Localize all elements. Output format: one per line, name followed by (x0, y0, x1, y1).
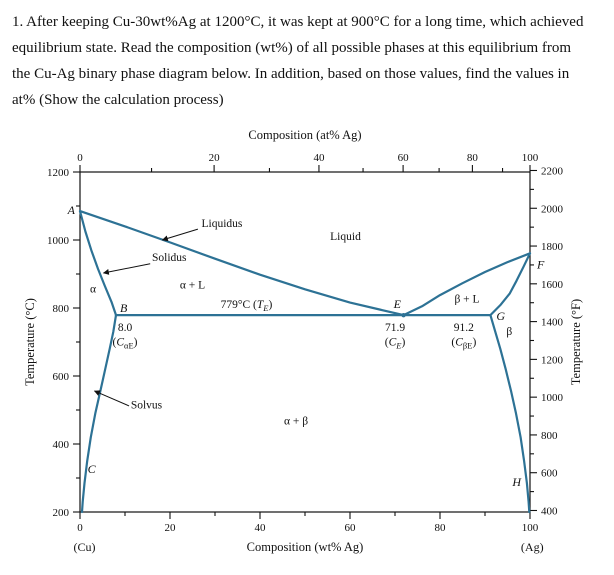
annotation-liquid-region-label: Liquid (330, 231, 361, 243)
curve-solvus-left (80, 314, 118, 514)
bottom-tick-label: 40 (255, 522, 267, 534)
problem-line-4: at% (Show the calculation process) (12, 92, 224, 108)
top-tick-label: 80 (467, 152, 479, 164)
point-label-G: G (496, 309, 505, 323)
right-tick-label: 1200 (541, 354, 564, 366)
top-axis-title: Composition (at% Ag) (248, 128, 361, 142)
annotation-solidus-label: Solidus (152, 252, 187, 264)
top-tick-label: 100 (522, 152, 539, 164)
curve-solvus-right (489, 314, 531, 514)
annotation-eutectic-composition-symbol-part: ) (401, 336, 405, 348)
top-tick-label: 60 (398, 152, 410, 164)
top-tick-label: 20 (209, 152, 221, 164)
annotation-alpha-composition-symbol: (CαE) (112, 336, 137, 350)
left-tick-label: 1200 (47, 167, 70, 179)
bottom-tick-label: 0 (77, 522, 83, 534)
annotation-eutectic-temperature-label-part: 779°C ( (221, 299, 257, 311)
right-tick-label: 1000 (541, 392, 564, 404)
eutectic-point-dot (401, 312, 406, 318)
annotation-alpha-composition-symbol-part: αE (124, 340, 134, 350)
annotation-alpha-plus-liquid-region-label: α + L (180, 279, 205, 291)
annotation-alpha-region-label: α (90, 284, 96, 296)
curve-solidus-left (78, 210, 118, 317)
annotation-beta-composition-value: 91.2 (454, 322, 474, 334)
leader-solidus (102, 263, 151, 275)
annotation-eutectic-temperature-label-part: ) (269, 299, 273, 311)
annotation-eutectic-composition-symbol-part: C (389, 336, 397, 348)
annotation-beta-composition-symbol-part: C (455, 336, 463, 348)
point-label-B: B (120, 301, 128, 315)
leader-liquidus (161, 228, 199, 242)
annotation-beta-composition-symbol: (CβE) (451, 336, 476, 350)
annotation-alpha-plus-beta-region-label: α + β (284, 415, 308, 427)
annotation-eutectic-composition-value: 71.9 (385, 322, 405, 334)
right-tick-label: 1800 (541, 241, 564, 253)
annotation-eutectic-composition-symbol-part: ( (385, 336, 389, 348)
annotation-beta-region-label: β (506, 326, 512, 338)
annotation-solvus-label: Solvus (131, 399, 163, 411)
left-tick-label: 200 (53, 507, 70, 519)
bottom-tick-label: 60 (345, 522, 357, 534)
problem-line-2: equilibrium state. Read the composition … (12, 40, 572, 56)
right-tick-label: 400 (541, 505, 558, 517)
phase-diagram-figure: Composition (at% Ag) 0 20 40 60 80 100 0 20 40 60 8… (0, 127, 614, 572)
annotation-alpha-composition-symbol-part: ) (134, 336, 138, 348)
annotation-alpha-composition-value: 8.0 (118, 322, 133, 334)
annotation-beta-composition-symbol-part: ) (472, 336, 476, 348)
right-tick-label: 1600 (541, 279, 564, 291)
point-label-H: H (511, 475, 522, 489)
bottom-right-end-label: (Ag) (521, 540, 544, 554)
problem-text: 1. After keeping Cu-30wt%Ag at 1200°C, i… (0, 0, 614, 113)
left-tick-label: 600 (53, 371, 70, 383)
top-tick-label: 0 (77, 152, 83, 164)
point-label-F: F (536, 257, 545, 271)
annotation-eutectic-composition-symbol: (CE) (385, 336, 406, 350)
point-label-A: A (67, 203, 76, 217)
bottom-tick-label: 100 (522, 522, 539, 534)
problem-line-1: 1. After keeping Cu-30wt%Ag at 1200°C, i… (12, 14, 584, 30)
bottom-tick-label: 20 (165, 522, 177, 534)
annotation-beta-composition-symbol-part: βE (463, 340, 473, 350)
annotation-alpha-composition-symbol-part: C (116, 336, 124, 348)
curve-liquidus-left (78, 210, 405, 317)
right-axis-title: Temperature (°F) (569, 299, 583, 385)
annotation-beta-composition-symbol-part: ( (451, 336, 455, 348)
right-tick-label: 800 (541, 430, 558, 442)
annotation-eutectic-temperature-label-part: T (257, 299, 265, 311)
annotation-alpha-composition-symbol-part: ( (112, 336, 116, 348)
left-axis-title: Temperature (°C) (23, 298, 37, 386)
right-tick-label: 2000 (541, 203, 564, 215)
annotation-eutectic-temperature-label: 779°C (TE) (221, 299, 273, 313)
bottom-axis-title: Composition (wt% Ag) (247, 540, 364, 554)
right-tick-label: 1400 (541, 317, 564, 329)
curve-liquidus-right (402, 252, 532, 317)
bottom-left-end-label: (Cu) (74, 540, 96, 554)
right-tick-label: 2200 (541, 165, 564, 177)
leader-solvus (93, 390, 130, 407)
curve-solidus-right (489, 252, 532, 317)
annotation-beta-plus-liquid-region-label: β + L (454, 294, 479, 306)
bottom-tick-label: 80 (435, 522, 447, 534)
point-label-E: E (393, 297, 402, 311)
problem-line-3: the Cu-Ag binary phase diagram below. In… (12, 66, 570, 82)
left-tick-label: 400 (53, 439, 70, 451)
point-label-C: C (88, 462, 97, 476)
annotation-eutectic-composition-symbol-part: E (395, 340, 402, 350)
left-tick-label: 800 (53, 303, 70, 315)
top-tick-label: 40 (313, 152, 325, 164)
annotation-liquidus-label: Liquidus (202, 218, 243, 230)
annotation-eutectic-temperature-label-part: E (262, 303, 269, 313)
right-tick-label: 600 (541, 468, 558, 480)
left-tick-label: 1000 (47, 235, 70, 247)
phase-diagram-svg: Composition (at% Ag)0 20 40 60 80 1000 20 40 60 8… (23, 128, 583, 554)
